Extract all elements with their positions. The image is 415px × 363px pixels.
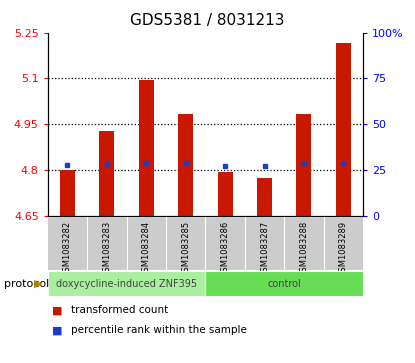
Text: protocol: protocol: [4, 278, 49, 289]
Text: ■: ■: [52, 305, 62, 315]
Text: percentile rank within the sample: percentile rank within the sample: [71, 325, 247, 335]
Bar: [139, 80, 154, 216]
Text: doxycycline-induced ZNF395: doxycycline-induced ZNF395: [56, 278, 197, 289]
Text: GSM1083283: GSM1083283: [103, 221, 111, 277]
Bar: [257, 178, 272, 216]
Text: GSM1083289: GSM1083289: [339, 221, 348, 277]
Bar: [205, 271, 363, 296]
Text: GSM1083282: GSM1083282: [63, 221, 72, 277]
Text: transformed count: transformed count: [71, 305, 168, 315]
Text: GSM1083286: GSM1083286: [221, 221, 229, 277]
Text: ▶: ▶: [34, 278, 43, 289]
Text: GSM1083284: GSM1083284: [142, 221, 151, 277]
Bar: [60, 170, 75, 216]
Bar: [99, 131, 115, 216]
Bar: [296, 114, 312, 216]
Text: GSM1083288: GSM1083288: [300, 221, 308, 277]
Text: GDS5381 / 8031213: GDS5381 / 8031213: [130, 13, 285, 28]
Bar: [336, 43, 351, 216]
Bar: [48, 271, 205, 296]
Text: GSM1083285: GSM1083285: [181, 221, 190, 277]
Bar: [217, 172, 233, 216]
Text: GSM1083287: GSM1083287: [260, 221, 269, 277]
Text: ■: ■: [52, 325, 62, 335]
Bar: [178, 114, 193, 216]
Text: control: control: [267, 278, 301, 289]
